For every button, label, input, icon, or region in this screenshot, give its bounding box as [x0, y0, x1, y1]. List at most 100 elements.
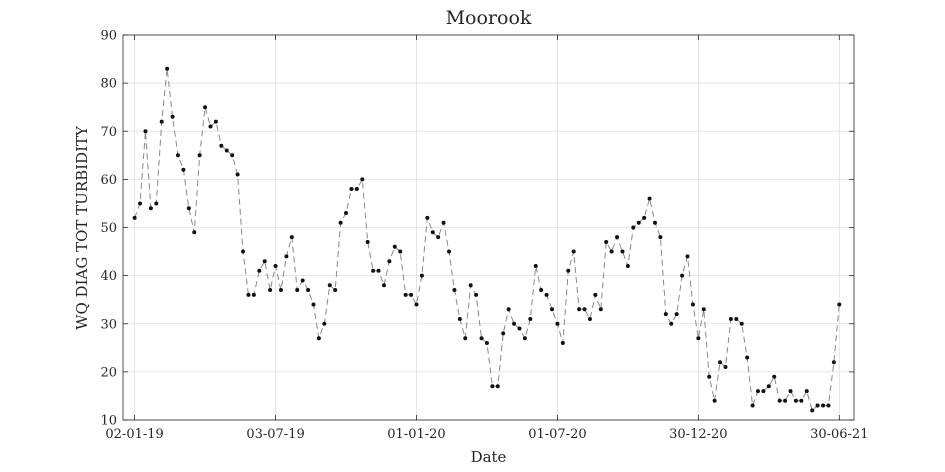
data-point [593, 292, 598, 297]
axis-ticks [123, 34, 854, 421]
data-point [154, 201, 159, 206]
data-point [371, 268, 376, 273]
y-tick-label: 60 [100, 173, 117, 188]
x-tick-label: 30-06-21 [810, 427, 868, 442]
data-point [392, 244, 397, 249]
data-point [669, 321, 674, 326]
data-point [447, 249, 452, 254]
data-point [381, 283, 386, 288]
data-point [241, 249, 246, 254]
data-series [132, 66, 842, 413]
data-point [826, 403, 831, 408]
chart-title: Moorook [446, 7, 532, 29]
data-point [203, 105, 208, 110]
data-point [783, 398, 788, 403]
data-point [246, 292, 251, 297]
data-point [235, 172, 240, 177]
data-point [625, 264, 630, 268]
data-point [273, 264, 278, 268]
data-point [766, 384, 771, 389]
data-point [685, 254, 690, 259]
data-point [837, 302, 842, 307]
data-point [409, 292, 414, 297]
data-point [615, 235, 620, 240]
data-point [213, 119, 218, 124]
data-point [512, 321, 517, 326]
data-point [333, 288, 338, 293]
data-point [354, 187, 359, 191]
data-point [777, 398, 782, 403]
data-point [761, 389, 766, 394]
data-point [821, 403, 826, 408]
data-point [414, 302, 419, 307]
data-point [138, 201, 143, 206]
data-point [425, 215, 430, 220]
x-tick-label: 01-01-20 [387, 427, 445, 442]
data-point [533, 264, 538, 268]
y-tick-label: 20 [100, 365, 117, 380]
data-point [539, 288, 544, 293]
y-tick-labels: 10 20 30 40 50 60 70 80 90 [100, 29, 117, 429]
data-point [701, 307, 706, 312]
data-point [739, 321, 744, 326]
data-point [398, 249, 403, 254]
x-tick-label: 30-12-20 [669, 427, 727, 442]
data-point [674, 312, 679, 317]
data-point [577, 307, 582, 312]
data-point [300, 278, 305, 283]
data-point [224, 148, 229, 153]
data-point [268, 288, 273, 293]
x-tick-labels: 02-01-19 03-07-19 01-01-20 01-07-20 30-12-20… [105, 427, 868, 442]
data-point [175, 153, 180, 158]
data-point [631, 225, 636, 230]
data-point [148, 206, 153, 211]
data-point [143, 129, 148, 134]
data-point [652, 220, 657, 225]
data-point [186, 206, 191, 211]
data-point [468, 283, 473, 288]
data-point [306, 288, 311, 293]
data-point [452, 288, 457, 293]
data-point [745, 355, 750, 360]
data-point [750, 403, 755, 408]
y-tick-label: 90 [100, 29, 117, 44]
data-point [620, 249, 625, 254]
data-point [517, 326, 522, 331]
data-point [132, 215, 137, 220]
data-point [278, 288, 283, 293]
data-point [598, 307, 603, 312]
x-tick-label: 01-07-20 [528, 427, 586, 442]
data-point [376, 268, 381, 273]
data-point [642, 215, 647, 220]
data-point [495, 384, 500, 389]
data-point [441, 220, 446, 225]
y-tick-label: 30 [100, 317, 117, 332]
data-point [555, 321, 560, 326]
data-point [289, 235, 294, 240]
data-point [810, 408, 815, 413]
data-point [430, 230, 435, 235]
data-point [295, 288, 300, 293]
data-point [349, 187, 354, 191]
data-point [338, 220, 343, 225]
data-point [170, 114, 175, 119]
data-point [755, 389, 760, 394]
data-point [658, 235, 663, 240]
y-axis-label: WQ DIAG TOT TURBIDITY [73, 125, 91, 330]
data-point [219, 143, 224, 148]
x-tick-label: 02-01-19 [105, 427, 163, 442]
data-point [316, 336, 321, 341]
data-point [728, 316, 733, 321]
data-point [680, 273, 685, 278]
data-point [718, 360, 723, 365]
data-point [609, 249, 614, 254]
data-point [723, 365, 728, 370]
data-point [230, 153, 235, 158]
data-point [197, 153, 202, 158]
data-point [419, 273, 424, 278]
data-point [647, 196, 652, 201]
y-tick-label: 80 [100, 77, 117, 92]
data-point [506, 307, 511, 312]
data-point [804, 389, 809, 394]
data-point [165, 66, 170, 71]
